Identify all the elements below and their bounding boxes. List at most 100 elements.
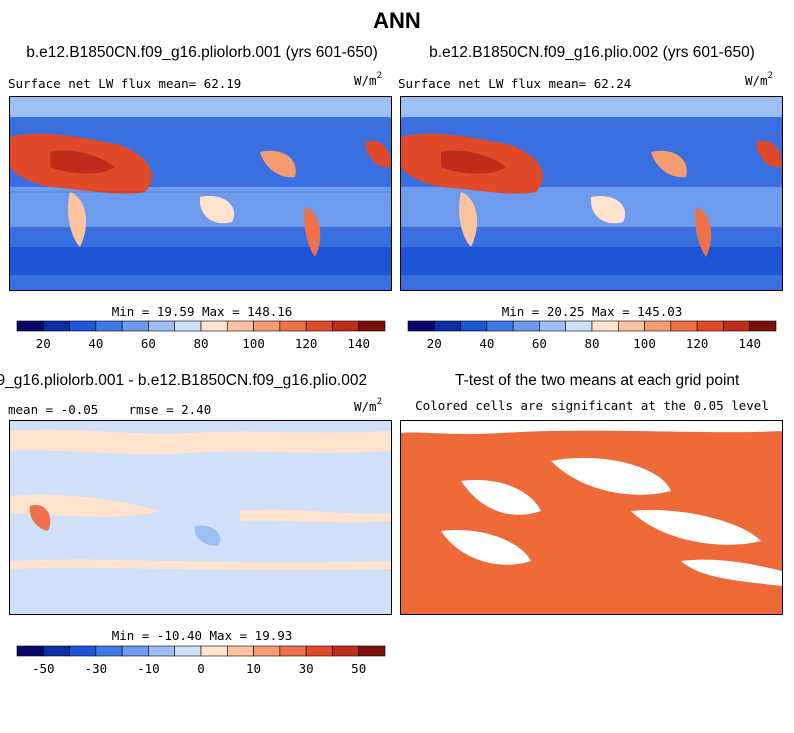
colorbar-2-tick-3: 80 <box>584 336 599 351</box>
colorbar-1: 20 40 60 80 100 120 140 <box>16 320 386 351</box>
colorbar-2-cell-12 <box>723 320 751 332</box>
colorbar-1-cell-1 <box>42 320 70 332</box>
east-sahara-edge <box>365 140 391 168</box>
colorbar-2-cell-7 <box>591 320 619 332</box>
southern-ocean-band <box>401 247 782 275</box>
units-exp: 2 <box>767 71 773 81</box>
colorbar-1-cell-6 <box>174 320 202 332</box>
panel-3-title: b.e12.B1850CN.f09_g16.pliolorb.001 - b.e… <box>0 372 368 389</box>
colorbar-3-cell-13 <box>358 645 386 657</box>
colorbar-1-tick-4: 100 <box>242 336 265 351</box>
colorbar-3-cell-11 <box>305 645 333 657</box>
colorbar-3-tick-0: -50 <box>32 661 55 676</box>
colorbar-3-tick-2: -10 <box>137 661 160 676</box>
colorbar-2: 20 40 60 80 100 120 140 <box>407 320 777 351</box>
colorbar-3-cell-8 <box>226 645 254 657</box>
panel-3-units: W/m2 <box>354 397 382 414</box>
diff-south-band <box>10 559 391 571</box>
south-america-region <box>695 207 712 257</box>
map-panel-1 <box>9 96 392 291</box>
nonsig-patch-e <box>681 559 782 586</box>
panel-2-stat: Surface net LW flux mean= 62.24 <box>398 76 631 91</box>
panel-1-stat-value: 62.19 <box>203 76 242 91</box>
panel-4-subtitle: Colored cells are significant at the 0.0… <box>415 398 769 413</box>
colorbar-2-cells <box>407 320 777 332</box>
colorbar-2-cell-5 <box>539 320 567 332</box>
units-base: W/m <box>745 73 768 88</box>
colorbar-1-cell-9 <box>253 320 281 332</box>
sig-bottom <box>401 591 782 614</box>
colorbar-1-cell-8 <box>226 320 254 332</box>
figure-title: ANN <box>373 8 421 33</box>
colorbar-1-tick-5: 120 <box>295 336 318 351</box>
mean-value: -0.05 <box>60 402 99 417</box>
mean-label: mean = <box>8 402 54 417</box>
panel-3-minmax: Min = -10.40 Max = 19.93 <box>111 628 293 643</box>
north-america-region <box>651 150 687 178</box>
panel-2-stat-value: 62.24 <box>593 76 632 91</box>
units-exp: 2 <box>376 397 382 407</box>
south-america-region <box>304 207 321 257</box>
units-base: W/m <box>354 73 377 88</box>
colorbar-3-tick-1: -30 <box>85 661 108 676</box>
tropical-band <box>401 187 782 227</box>
east-sahara-edge <box>756 140 782 168</box>
map-panel-2 <box>400 96 783 291</box>
colorbar-1-ticks: 20 40 60 80 100 120 140 <box>36 336 370 351</box>
north-america-region <box>260 150 296 178</box>
colorbar-3-tick-6: 50 <box>351 661 366 676</box>
panel-1-stat-label: Surface net LW flux mean= <box>8 76 197 91</box>
rmse-value: 2.40 <box>181 402 212 417</box>
arctic-band <box>10 97 391 117</box>
colorbar-3-cell-5 <box>148 645 176 657</box>
colorbar-1-cell-11 <box>305 320 333 332</box>
colorbar-1-tick-1: 40 <box>88 336 103 351</box>
colorbar-3-cell-1 <box>42 645 70 657</box>
panel-3-title-clip: b.e12.B1850CN.f09_g16.pliolorb.001 - b.e… <box>0 372 392 390</box>
colorbar-2-cell-9 <box>644 320 672 332</box>
nonsig-patch-c <box>631 510 761 545</box>
map-panel-4 <box>400 420 783 615</box>
panel-1-stat: Surface net LW flux mean= 62.19 <box>8 76 241 91</box>
diff-australia <box>194 525 221 546</box>
colorbar-3-cells <box>16 645 386 657</box>
colorbar-1-tick-6: 140 <box>347 336 370 351</box>
colorbar-3-cell-4 <box>121 645 149 657</box>
colorbar-2-cell-13 <box>749 320 777 332</box>
nonsig-patch-d <box>441 530 531 565</box>
colorbar-3-cell-6 <box>174 645 202 657</box>
nonsig-patch-b <box>551 457 671 495</box>
colorbar-2-cell-2 <box>460 320 488 332</box>
colorbar-3-tick-3: 0 <box>197 661 205 676</box>
panel-1-minmax: Min = 19.59 Max = 148.16 <box>111 304 293 319</box>
diff-pacific-band <box>240 509 391 523</box>
colorbar-1-cell-4 <box>121 320 149 332</box>
colorbar-3-tick-4: 10 <box>246 661 261 676</box>
tropical-band <box>10 187 391 227</box>
southern-ocean-band <box>10 247 391 275</box>
map-svg-1 <box>10 97 391 275</box>
colorbar-3-cell-0 <box>16 645 44 657</box>
diff-hotspot <box>29 505 51 531</box>
colorbar-1-cell-0 <box>16 320 44 332</box>
australia-region <box>199 196 235 224</box>
panel-2-title: b.e12.B1850CN.f09_g16.plio.002 (yrs 601-… <box>429 44 755 61</box>
map-panel-3 <box>9 420 392 615</box>
colorbar-3-cell-12 <box>332 645 360 657</box>
colorbar-3-cell-7 <box>200 645 228 657</box>
colorbar-3-tick-5: 30 <box>299 661 314 676</box>
map-svg-4 <box>401 421 782 614</box>
map-svg-3 <box>10 429 391 571</box>
colorbar-2-tick-2: 60 <box>532 336 547 351</box>
panel-4-title: T-test of the two means at each grid poi… <box>455 372 740 389</box>
colorbar-3-cell-10 <box>279 645 307 657</box>
colorbar-2-cell-8 <box>617 320 645 332</box>
panel-1-title: b.e12.B1850CN.f09_g16.pliolorb.001 (yrs … <box>26 44 378 61</box>
colorbar-3-cell-3 <box>95 645 123 657</box>
sahara-core <box>441 150 506 174</box>
panel-2-minmax: Min = 20.25 Max = 145.03 <box>501 304 683 319</box>
colorbar-2-ticks: 20 40 60 80 100 120 140 <box>427 336 761 351</box>
colorbar-2-tick-6: 140 <box>738 336 761 351</box>
colorbar-2-cell-1 <box>433 320 461 332</box>
panel-1-units: W/m2 <box>354 71 382 88</box>
